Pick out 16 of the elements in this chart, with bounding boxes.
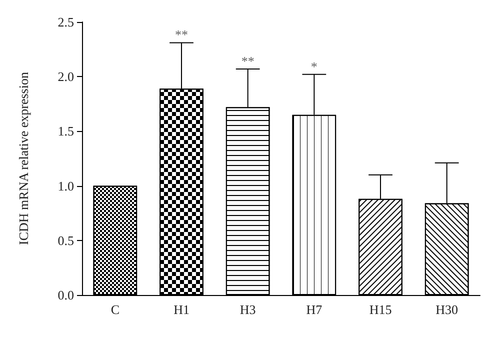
- y-tick-label: 2.0: [58, 69, 74, 84]
- x-tick-label: H30: [436, 302, 458, 317]
- y-tick-label: 2.5: [58, 14, 74, 30]
- y-tick-label: 1.0: [58, 178, 74, 194]
- x-tick-label: H15: [369, 302, 392, 317]
- x-tick-label: H1: [174, 302, 190, 317]
- annotation: **: [175, 27, 188, 42]
- y-tick-label: 0.5: [58, 232, 74, 248]
- y-tick-label: 0.0: [58, 288, 74, 302]
- annotation: *: [310, 58, 318, 74]
- annotation: **: [241, 53, 254, 68]
- x-tick-label: C: [110, 302, 120, 317]
- x-tick-label: H7: [306, 302, 323, 317]
- y-axis-title: ICDH mRNA relative expression: [16, 72, 31, 245]
- y-tick-label: 1.5: [58, 124, 74, 139]
- x-tick-label: H3: [240, 302, 256, 317]
